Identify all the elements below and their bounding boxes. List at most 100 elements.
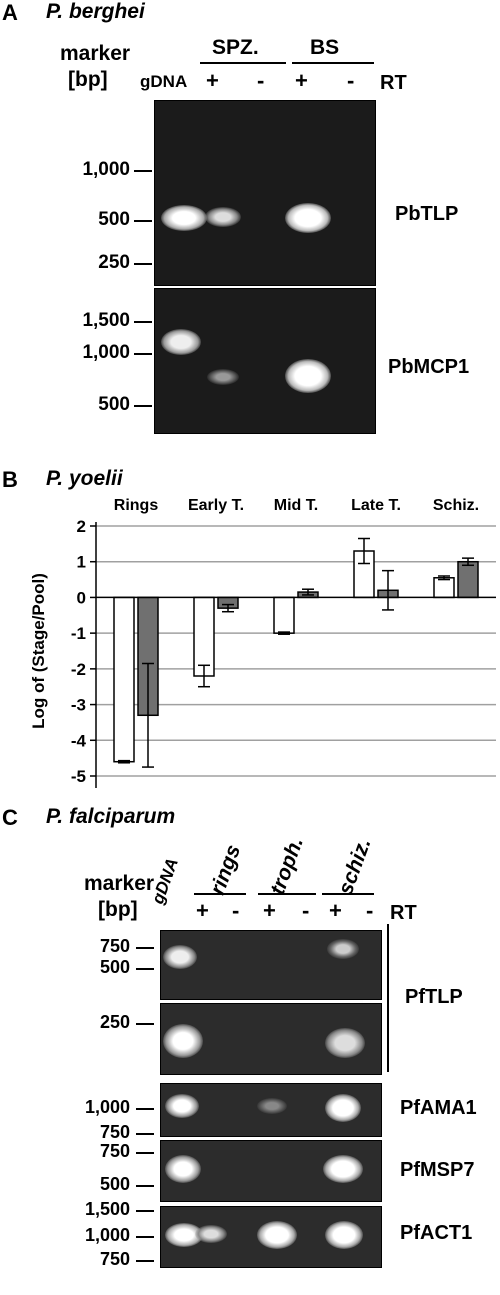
gel-band <box>163 1024 203 1058</box>
marker-label: marker <box>84 872 155 895</box>
gel-pfama1 <box>160 1083 382 1137</box>
tick-mark <box>136 1185 154 1187</box>
tick-label: 1,000 <box>84 1097 130 1117</box>
bp-label: [bp] <box>98 898 138 921</box>
tick-mark <box>134 405 152 407</box>
rt-sign: - <box>347 68 355 93</box>
rt-sign: + <box>329 898 342 923</box>
y-tick-label: 2 <box>77 517 86 536</box>
bp-label: [bp] <box>68 68 108 91</box>
tick-mark <box>134 263 152 265</box>
gel-pbtlp <box>154 100 376 286</box>
rt-sign: - <box>366 898 374 923</box>
gel-pftlp-upper <box>160 930 382 1000</box>
tick-label: 500 <box>99 957 130 977</box>
gene-label-pftlp: PfTLP <box>405 986 463 1008</box>
gene-label-pfact1: PfACT1 <box>400 1222 473 1244</box>
tick-label: 250 <box>99 1012 130 1032</box>
group-label-troph: troph. <box>266 834 308 898</box>
gene-label-pbtlp: PbTLP <box>395 203 459 225</box>
panel-c-species: P. falciparum <box>46 805 176 828</box>
gel-band <box>285 203 331 233</box>
gel-pfact1 <box>160 1206 382 1268</box>
gel-band <box>207 369 239 385</box>
rt-sign: - <box>232 898 240 923</box>
gel-band <box>327 939 359 959</box>
group-line-schiz <box>322 893 374 895</box>
category-label: Early T. <box>188 497 244 514</box>
group-label-bs: BS <box>310 36 340 59</box>
y-tick-label: -5 <box>71 767 86 786</box>
rt-label: RT <box>380 72 407 94</box>
gel-pfmsp7 <box>160 1140 382 1202</box>
group-label-rings: rings <box>206 841 246 898</box>
gel-band <box>195 1225 227 1243</box>
group-line-rings <box>194 893 246 895</box>
tick-mark <box>136 947 154 949</box>
gel-band <box>325 1028 365 1058</box>
group-line-bs <box>292 62 374 64</box>
y-tick-label: -4 <box>71 731 87 750</box>
bracket-line <box>387 924 389 1072</box>
panel-b-species: P. yoelii <box>46 467 123 490</box>
tick-label: 750 <box>99 1141 130 1161</box>
tick-mark <box>134 170 152 172</box>
gel-band <box>325 1094 361 1122</box>
rt-sign: + <box>263 898 276 923</box>
tick-mark <box>136 1108 154 1110</box>
y-tick-label: -2 <box>71 660 86 679</box>
gel-pftlp-lower <box>160 1003 382 1075</box>
gel-band <box>257 1098 287 1114</box>
gel-band <box>165 1155 201 1183</box>
gel-band <box>165 1094 199 1118</box>
group-label-spz: SPZ. <box>212 36 259 59</box>
tick-mark <box>134 353 152 355</box>
tick-label: 750 <box>99 1122 130 1142</box>
bar <box>113 596 135 763</box>
tick-mark <box>136 968 154 970</box>
tick-label: 250 <box>98 252 130 273</box>
gene-label-pfama1: PfAMA1 <box>400 1097 477 1119</box>
gel-band <box>163 945 197 969</box>
tick-label: 500 <box>99 1174 130 1194</box>
tick-label: 1,000 <box>84 1225 130 1245</box>
panel-a-letter: A <box>2 0 18 25</box>
tick-label: 750 <box>99 936 130 956</box>
tick-label: 500 <box>98 394 130 415</box>
y-tick-label: -1 <box>71 624 86 643</box>
tick-label: 1,000 <box>82 342 130 363</box>
bar <box>193 596 215 677</box>
gene-label-pfmsp7: PfMSP7 <box>400 1159 475 1181</box>
gel-pbmcp1 <box>154 288 376 434</box>
y-tick-label: -3 <box>71 696 86 715</box>
tick-mark <box>136 1133 154 1135</box>
tick-label: 500 <box>98 209 130 230</box>
category-label: Schiz. <box>433 497 479 514</box>
panel-c-letter: C <box>2 805 18 830</box>
panel-a-species: P. berghei <box>46 0 145 23</box>
bar <box>433 577 455 599</box>
gel-band <box>161 329 201 355</box>
group-line-troph <box>258 893 316 895</box>
tick-mark <box>134 321 152 323</box>
category-label: Mid T. <box>274 497 318 514</box>
tick-mark <box>136 1210 154 1212</box>
y-tick-label: 0 <box>77 588 86 607</box>
rt-label: RT <box>390 902 417 924</box>
tick-mark <box>134 220 152 222</box>
y-axis-label: Log of (Stage/Pool) <box>29 573 48 729</box>
gel-band <box>161 205 207 231</box>
tick-label: 1,500 <box>84 1199 130 1219</box>
tick-mark <box>136 1152 154 1154</box>
bar <box>273 596 295 634</box>
y-tick-label: 1 <box>77 553 86 572</box>
tick-mark <box>136 1023 154 1025</box>
tick-mark <box>136 1260 154 1262</box>
rt-sign: + <box>295 68 308 93</box>
rt-sign: - <box>302 898 310 923</box>
rt-sign: + <box>196 898 209 923</box>
rt-sign: - <box>257 68 265 93</box>
tick-label: 1,500 <box>82 310 130 331</box>
tick-mark <box>136 1236 154 1238</box>
group-line-spz <box>200 62 286 64</box>
